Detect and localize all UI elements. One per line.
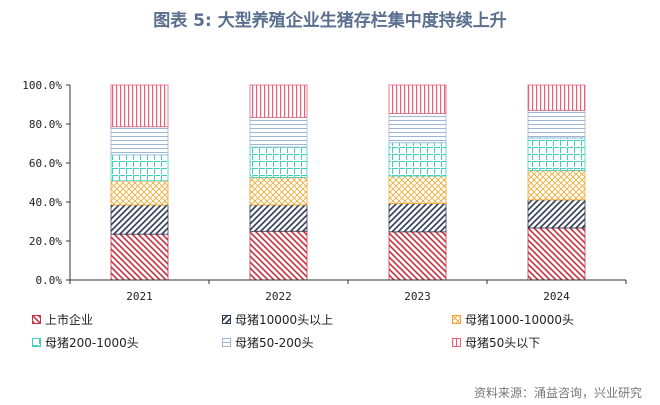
bar-segment-2022-3 — [249, 146, 308, 178]
source-note: 资料来源：涌益咨询，兴业研究 — [473, 386, 642, 400]
bar-segment-2021-2 — [110, 180, 169, 206]
legend-item: 上市企业 — [32, 311, 93, 328]
x-tick-label: 2024 — [543, 290, 570, 300]
x-tick-label: 2023 — [404, 290, 431, 300]
bar-segment-2021-5 — [110, 84, 169, 128]
legend-label: 母猪1000-10000头 — [465, 313, 575, 327]
bar-segment-2021-1 — [110, 204, 169, 235]
legend-label: 上市企业 — [45, 313, 94, 327]
y-tick-label: 20.0% — [29, 235, 62, 248]
bar-segment-2024-4 — [527, 109, 586, 139]
bar-segment-2024-1 — [527, 199, 586, 229]
y-tick-label: 80.0% — [29, 118, 62, 131]
legend-label: 母猪200-1000头 — [45, 336, 139, 350]
x-tick-label: 2022 — [265, 290, 292, 300]
legend-label: 母猪50-200头 — [235, 336, 314, 350]
y-tick-label: 100.0% — [22, 79, 62, 92]
bar-segment-2024-3 — [527, 137, 586, 171]
bar-segment-2024-2 — [527, 170, 586, 201]
bar-segment-2022-2 — [249, 177, 308, 206]
x-tick-label: 2021 — [126, 290, 153, 300]
legend-item: 母猪10000头以上 — [222, 311, 333, 328]
legend-label: 母猪50头以下 — [465, 336, 541, 350]
y-tick-label: 60.0% — [29, 157, 62, 170]
bar-segment-2022-4 — [249, 116, 308, 148]
legend-item: 母猪1000-10000头 — [452, 311, 574, 328]
bar-segment-2023-4 — [388, 113, 447, 144]
legend-swatch — [452, 315, 461, 324]
bar-segment-2023-1 — [388, 203, 447, 233]
y-tick-label: 40.0% — [29, 196, 62, 209]
bar-segment-2021-3 — [110, 154, 169, 182]
legend-item: 母猪50-200头 — [222, 334, 314, 351]
bar-segment-2024-0 — [527, 227, 586, 281]
legend-swatch — [32, 338, 41, 347]
bar-segment-2023-5 — [388, 84, 447, 114]
legend-swatch — [452, 338, 461, 347]
bar-segment-2022-0 — [249, 230, 308, 281]
bar-segment-2023-2 — [388, 175, 447, 204]
legend-item: 母猪200-1000头 — [32, 334, 139, 351]
legend-swatch — [222, 338, 231, 347]
bar-segment-2023-0 — [388, 231, 447, 281]
legend-swatch — [32, 315, 41, 324]
legend-label: 母猪10000头以上 — [235, 313, 334, 327]
legend-swatch — [222, 315, 231, 324]
bar-segment-2023-3 — [388, 142, 447, 177]
bar-segment-2021-0 — [110, 233, 169, 281]
bar-segment-2021-4 — [110, 126, 169, 156]
chart-title: 图表 5: 大型养殖企业生猪存栏集中度持续上升 — [153, 11, 507, 31]
legend-item: 母猪50头以下 — [452, 334, 540, 351]
bar-segment-2024-5 — [527, 84, 586, 111]
bar-segment-2022-1 — [249, 204, 308, 232]
y-tick-label: 0.0% — [36, 274, 63, 287]
bar-segment-2022-5 — [249, 84, 308, 118]
stacked-bar-chart: 2021 2022 2023 2024 0.0% 20.0% 40.0% 60.0% 80.0… — [22, 79, 627, 300]
